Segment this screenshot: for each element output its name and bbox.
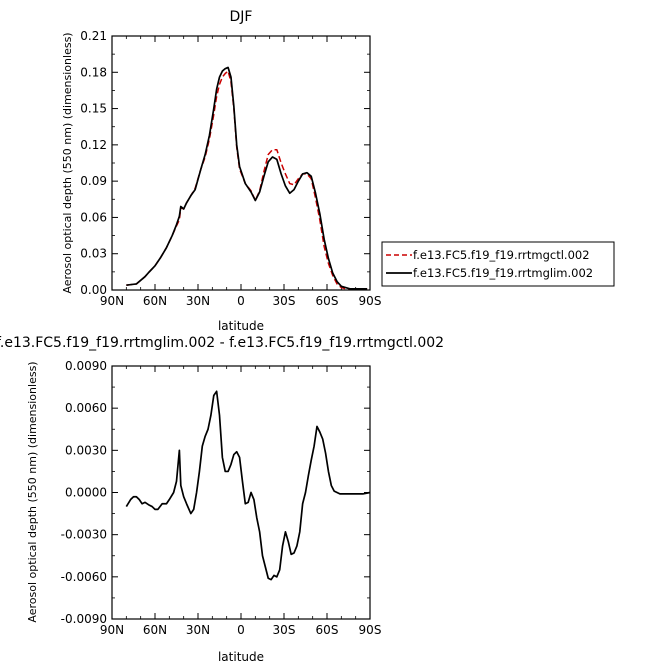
top-y-axis-label: Aerosol optical depth (550 nm) (dimensio… [61, 32, 74, 293]
bottom-x-axis-label: latitude [218, 650, 264, 664]
bottom-chart-title: f.e13.FC5.f19_f19.rrtmglim.002 - f.e13.F… [0, 335, 444, 351]
bottom-y-tick-label: -0.0030 [61, 528, 107, 542]
bottom-y-tick-label: 0.0090 [65, 359, 107, 373]
legend-label-ctl: f.e13.FC5.f19_f19.rrtmgctl.002 [413, 248, 590, 262]
top-x-tick-label: 90N [100, 294, 124, 308]
legend-box [381, 241, 615, 287]
bottom-x-tick-label: 0 [237, 623, 245, 637]
top-legend: f.e13.FC5.f19_f19.rrtmgctl.002 f.e13.FC5… [381, 241, 615, 287]
bottom-plot-area: 90N 60N 30N 0 30S 60S 90S -0.0090 -0.0060 -0.0030… [61, 359, 382, 637]
bottom-panel: f.e13.FC5.f19_f19.rrtmglim.002 - f.e13.F… [0, 335, 444, 664]
top-y-tick-label: 0.06 [80, 210, 107, 224]
bottom-series-line-0 [125, 390, 371, 581]
top-y-tick-label: 0.03 [80, 247, 107, 261]
legend-label-lim: f.e13.FC5.f19_f19.rrtmglim.002 [413, 266, 593, 280]
bottom-x-tick-label: 30N [186, 623, 210, 637]
bottom-y-tick-label: 0.0030 [65, 443, 107, 457]
top-x-tick-label: 30N [186, 294, 210, 308]
top-x-tick-label: 0 [237, 294, 245, 308]
top-panel: DJF 90N 60N 30N 0 30S 60S 90S 0.00 0.03 0.06 0.09 0… [61, 9, 381, 333]
top-y-tick-label: 0.12 [80, 138, 107, 152]
top-x-axis-label: latitude [218, 319, 264, 333]
top-x-tick-label: 60N [143, 294, 167, 308]
top-plot-frame [111, 35, 371, 291]
bottom-x-tick-label: 90N [100, 623, 124, 637]
bottom-x-tick-label: 90S [359, 623, 382, 637]
top-x-tick-label: 60S [316, 294, 339, 308]
top-y-tick-label: 0.00 [80, 283, 107, 297]
top-y-tick-label: 0.21 [80, 29, 107, 43]
bottom-y-axis-label: Aerosol optical depth (550 nm) (dimensio… [26, 361, 39, 622]
top-y-tick-label: 0.09 [80, 174, 107, 188]
top-series-line-1 [126, 66, 368, 290]
bottom-plot-frame [111, 365, 371, 620]
bottom-x-tick-label: 30S [273, 623, 296, 637]
top-series-line-0 [126, 70, 368, 290]
top-y-tick-label: 0.18 [80, 65, 107, 79]
bottom-x-tick-label: 60S [316, 623, 339, 637]
top-x-tick-label: 90S [359, 294, 382, 308]
bottom-y-tick-label: -0.0060 [61, 570, 107, 584]
bottom-x-tick-label: 60N [143, 623, 167, 637]
bottom-y-tick-label: -0.0090 [61, 612, 107, 626]
top-y-tick-label: 0.15 [80, 102, 107, 116]
bottom-y-tick-label: 0.0000 [65, 486, 107, 500]
top-x-tick-label: 30S [273, 294, 296, 308]
top-chart-title: DJF [230, 9, 253, 25]
top-plot-area: 90N 60N 30N 0 30S 60S 90S 0.00 0.03 0.06 0.09 0.12 0… [80, 29, 381, 308]
bottom-y-tick-label: 0.0060 [65, 401, 107, 415]
